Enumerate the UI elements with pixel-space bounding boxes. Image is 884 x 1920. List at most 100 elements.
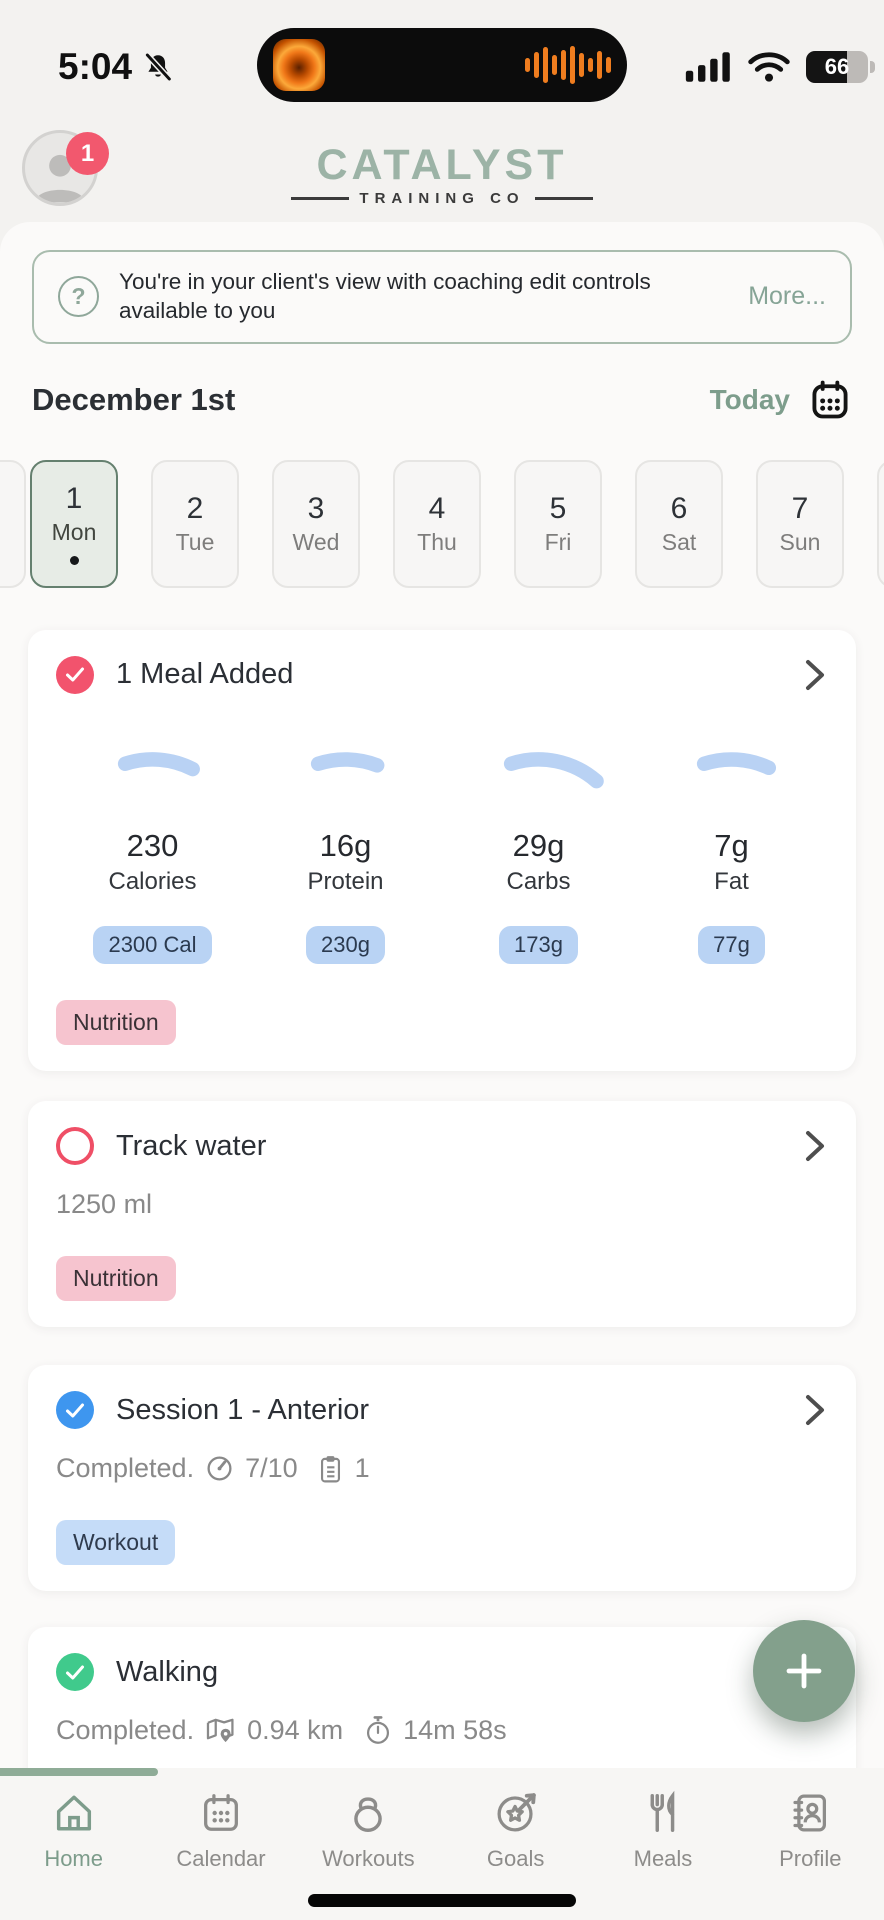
carbs-arc-gauge (503, 751, 604, 788)
chevron-right-icon[interactable] (802, 1129, 828, 1163)
status-bar-right: 66 (684, 50, 875, 84)
macro-label: Fat (714, 868, 749, 896)
water-incomplete-circle-icon[interactable] (56, 1127, 94, 1166)
nav-item-profile[interactable]: Profile (737, 1790, 884, 1872)
audio-waveform-icon (525, 46, 611, 84)
water-amount: 1250 ml (56, 1189, 153, 1220)
coach-view-banner[interactable]: ? You're in your client's view with coac… (32, 250, 852, 344)
day-label: Tue (175, 528, 215, 555)
macro-label: Calories (108, 868, 197, 896)
home-indicator[interactable] (308, 1894, 576, 1907)
session-card-title: Session 1 - Anterior (116, 1393, 370, 1426)
macro-fat: 7g Fat 77g (635, 716, 828, 965)
day-number: 3 (307, 491, 325, 525)
day-cell-2-tue[interactable]: 2 Tue (151, 459, 239, 588)
session-rpe: 7/10 (245, 1453, 298, 1484)
today-button[interactable]: Today (709, 383, 790, 415)
day-label: Wed (292, 528, 340, 555)
day-cell-3-wed[interactable]: 3 Wed (272, 459, 360, 588)
walking-complete-check-icon[interactable] (56, 1653, 94, 1692)
battery-percent: 66 (824, 54, 850, 79)
app-logo: CATALYST TRAINING CO (0, 144, 884, 208)
macro-label: Carbs (506, 868, 571, 896)
day-cell-4-thu[interactable]: 4 Thu (393, 459, 481, 588)
nav-label: Calendar (176, 1846, 266, 1871)
day-cell-7-sun[interactable]: 7 Sun (756, 459, 844, 588)
walking-card-title: Walking (116, 1655, 219, 1688)
water-card-title: Track water (116, 1129, 267, 1162)
day-number: 1 (65, 482, 83, 516)
day-label: Mon (51, 519, 97, 546)
banner-more-link[interactable]: More... (748, 282, 826, 311)
calories-arc-gauge (117, 751, 200, 776)
day-cell-5-fri[interactable]: 5 Fri (514, 459, 602, 588)
week-date-picker: 1 Mon 2 Tue 3 Wed 4 Thu 5 Fri 6 Sat 7 Su… (0, 459, 884, 588)
session-notes-count: 1 (354, 1453, 370, 1484)
banner-message: You're in your client's view with coachi… (119, 269, 651, 323)
day-cell-partial-left[interactable] (0, 459, 26, 588)
walking-status: Completed. (56, 1715, 195, 1746)
meal-complete-check-icon[interactable] (56, 655, 94, 694)
utensils-icon (650, 1790, 675, 1832)
session-card[interactable]: Session 1 - Anterior Completed. 7/10 (28, 1365, 856, 1592)
active-tab-indicator (0, 1768, 158, 1776)
add-button[interactable] (753, 1620, 855, 1722)
macro-target-pill: 2300 Cal (93, 926, 212, 965)
day-number: 7 (791, 491, 809, 525)
home-icon (56, 1795, 91, 1831)
macro-calories: 230 Calories 2300 Cal (56, 716, 249, 965)
macro-value: 230 (126, 828, 179, 864)
question-circle-icon: ? (58, 276, 99, 318)
cellular-signal-icon (684, 50, 732, 84)
nav-item-home[interactable]: Home (0, 1790, 147, 1872)
fat-arc-gauge (696, 751, 777, 775)
nav-item-meals[interactable]: Meals (589, 1790, 736, 1872)
walking-distance: 0.94 km (247, 1715, 344, 1746)
status-bar-left: 5:04 (58, 46, 174, 88)
wifi-icon (747, 50, 791, 84)
meal-card[interactable]: 1 Meal Added 230 Calories 2300 Cal 16g P… (28, 629, 856, 1072)
walking-meta: Completed. 0.94 km (56, 1715, 828, 1746)
logo-subtitle: TRAINING CO (0, 190, 884, 207)
day-label: Sat (661, 528, 697, 555)
nav-label: Workouts (322, 1846, 415, 1871)
dynamic-island[interactable] (257, 28, 627, 102)
page-title-date: December 1st (32, 381, 236, 417)
macro-value: 7g (714, 828, 749, 864)
stopwatch-icon (364, 1715, 392, 1746)
nav-label: Meals (633, 1846, 693, 1871)
nutrition-tag: Nutrition (56, 1000, 176, 1046)
goal-target-icon (497, 1793, 536, 1832)
chevron-right-icon[interactable] (802, 1393, 828, 1427)
day-number: 6 (670, 491, 688, 525)
nav-label: Goals (486, 1846, 545, 1871)
day-number: 2 (186, 491, 204, 525)
nav-label: Profile (779, 1846, 842, 1871)
main-content-sheet: ? You're in your client's view with coac… (0, 222, 884, 1920)
notification-count: 1 (80, 139, 95, 167)
live-activity-app-icon (273, 39, 325, 91)
day-cell-1-mon[interactable]: 1 Mon (30, 459, 118, 588)
day-label: Sun (779, 528, 821, 555)
macro-value: 16g (319, 828, 372, 864)
nav-item-goals[interactable]: Goals (442, 1790, 589, 1872)
session-complete-check-icon[interactable] (56, 1391, 94, 1430)
kettlebell-icon (354, 1797, 383, 1832)
chevron-right-icon[interactable] (802, 658, 828, 692)
nav-label: Home (44, 1846, 103, 1871)
session-status: Completed. (56, 1453, 195, 1484)
calendar-icon (204, 1794, 238, 1831)
macro-target-pill: 230g (306, 926, 385, 965)
calendar-icon[interactable] (808, 378, 852, 422)
macro-carbs: 29g Carbs 173g (442, 716, 635, 965)
macro-gauges: 230 Calories 2300 Cal 16g Protein 230g 2… (56, 716, 828, 965)
profile-notebook-icon (793, 1794, 827, 1832)
day-cell-partial-right[interactable] (877, 459, 884, 588)
nutrition-tag: Nutrition (56, 1256, 176, 1302)
gauge-icon (205, 1454, 234, 1483)
nav-item-calendar[interactable]: Calendar (147, 1790, 294, 1872)
day-number: 5 (549, 491, 567, 525)
track-water-card[interactable]: Track water 1250 ml Nutrition (28, 1101, 856, 1328)
nav-item-workouts[interactable]: Workouts (295, 1790, 442, 1872)
day-cell-6-sat[interactable]: 6 Sat (635, 459, 723, 588)
